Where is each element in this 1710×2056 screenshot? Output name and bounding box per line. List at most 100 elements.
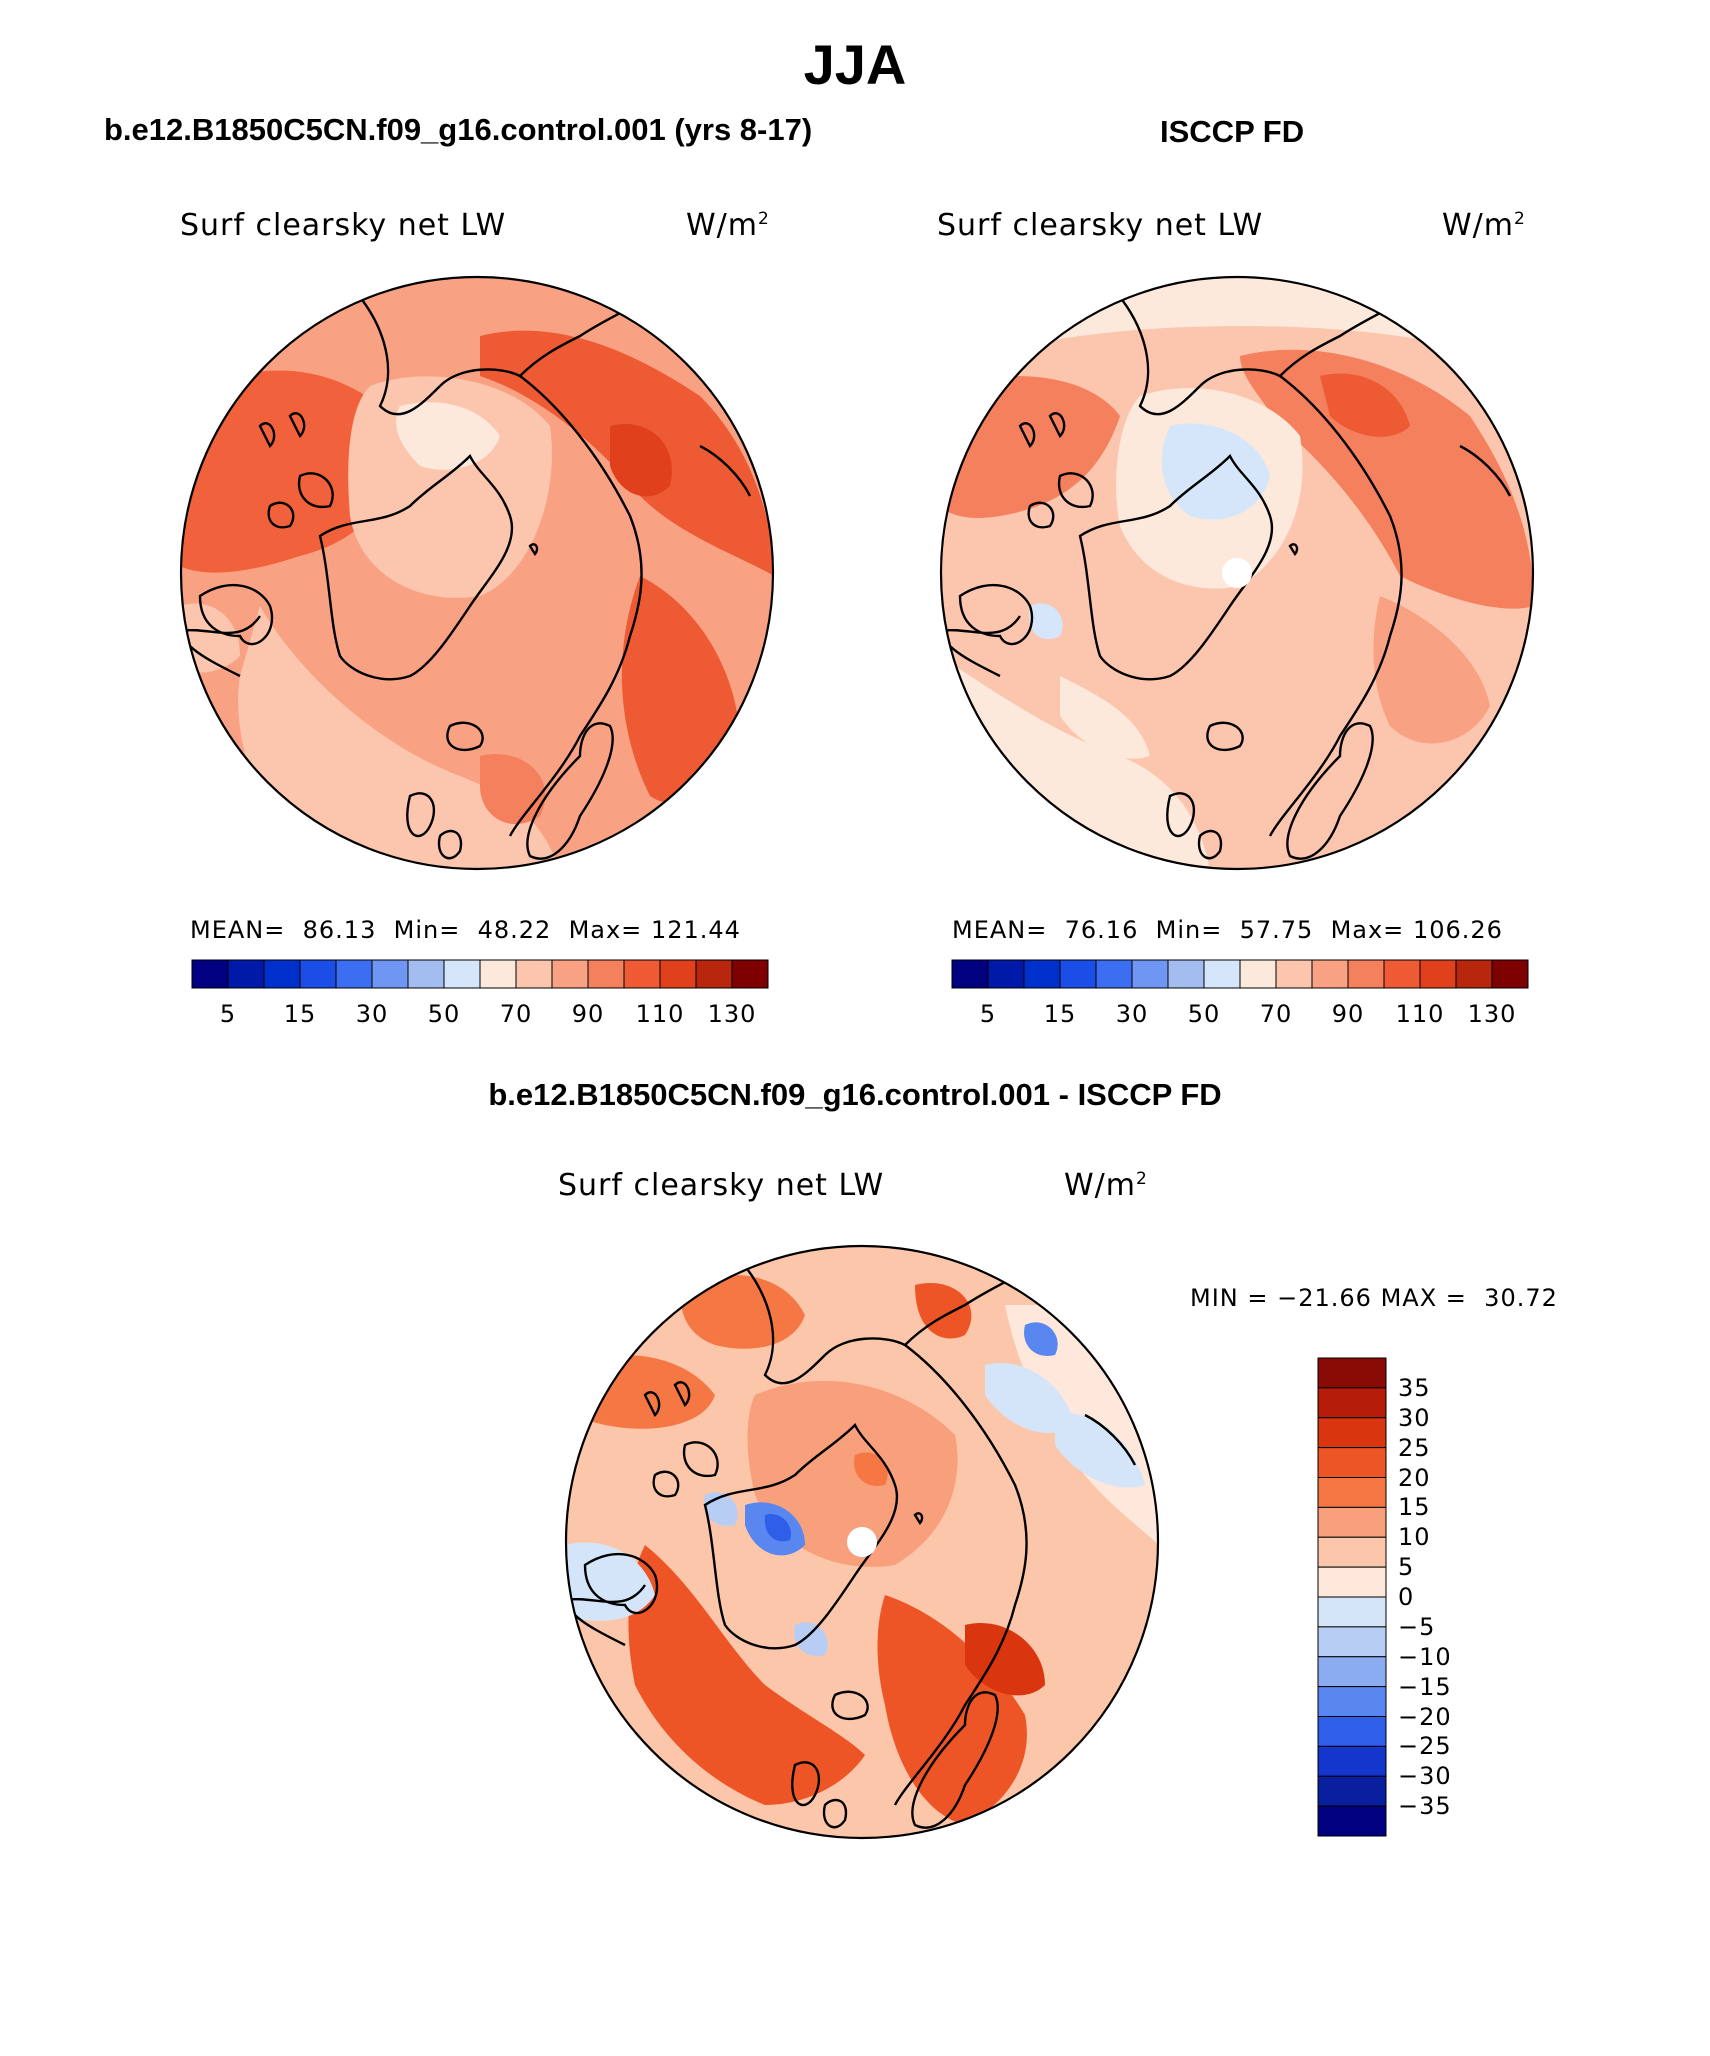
obs-coastlines — [941, 285, 1512, 860]
model-colorbar-box — [407, 959, 445, 989]
diff-minmax: MIN = −21.66 MAX = 30.72 — [1190, 1284, 1558, 1312]
diff-colorbar-tick-label: 35 — [1398, 1373, 1431, 1402]
obs-colorbar-box — [1491, 959, 1529, 989]
diff-colorbar-box — [1317, 1477, 1387, 1508]
model-variable-label: Surf clearsky net LW — [180, 208, 507, 243]
model-colorbar-tick-label: 90 — [571, 1000, 605, 1028]
diff-colorbar-tick-label: 30 — [1398, 1403, 1431, 1432]
diff-pole-hole — [847, 1527, 877, 1557]
model-colorbar-box — [227, 959, 265, 989]
diff-colorbar-box — [1317, 1566, 1387, 1598]
diff-colorbar-box — [1317, 1447, 1387, 1478]
diff-colorbar-tick-label: −15 — [1398, 1672, 1452, 1701]
obs-colorbar-tick-label: 5 — [979, 1000, 997, 1028]
model-colorbar — [191, 959, 769, 989]
diff-colorbar-tick-label: −35 — [1398, 1792, 1452, 1821]
model-colorbar-box — [335, 959, 373, 989]
obs-panel-title: ISCCP FD — [1160, 114, 1305, 149]
difference-panel-title: b.e12.B1850C5CN.f09_g16.control.001 - IS… — [488, 1077, 1222, 1112]
obs-colorbar-box — [951, 959, 989, 989]
obs-colorbar — [951, 959, 1529, 989]
diff-variable-label: Surf clearsky net LW — [558, 1168, 885, 1203]
obs-colorbar-box — [1203, 959, 1241, 989]
model-colorbar-tick-label: 30 — [355, 1000, 389, 1028]
model-polar-map — [179, 275, 775, 871]
model-colorbar-tick-label: 130 — [707, 1000, 757, 1028]
model-colorbar-tick-label: 50 — [427, 1000, 461, 1028]
diff-units-label: W/m2 — [1064, 1168, 1148, 1203]
diff-colorbar-tick-label: 20 — [1398, 1463, 1431, 1492]
obs-variable-label: Surf clearsky net LW — [937, 208, 1264, 243]
model-colorbar-box — [263, 959, 301, 989]
diff-colorbar-tick-label: −5 — [1398, 1612, 1436, 1641]
diff-colorbar-tick-label: −10 — [1398, 1642, 1452, 1671]
model-colorbar-box — [371, 959, 409, 989]
model-colorbar-tick-label: 15 — [283, 1000, 317, 1028]
obs-colorbar-box — [987, 959, 1025, 989]
obs-colorbar-tick-label: 50 — [1187, 1000, 1221, 1028]
diff-colorbar-box — [1317, 1686, 1387, 1717]
diff-colorbar-box — [1317, 1745, 1387, 1777]
model-colorbar-tick-label: 70 — [499, 1000, 533, 1028]
obs-colorbar-box — [1239, 959, 1277, 989]
model-panel-title: b.e12.B1850C5CN.f09_g16.control.001 (yrs… — [104, 112, 813, 147]
diff-colorbar-box — [1317, 1506, 1387, 1538]
diff-colorbar-box — [1317, 1626, 1387, 1658]
obs-colorbar-box — [1455, 959, 1493, 989]
difference-polar-map — [564, 1244, 1160, 1840]
obs-colorbar-tick-label: 90 — [1331, 1000, 1365, 1028]
diff-colorbar-box — [1317, 1716, 1387, 1747]
diff-colorbar-box — [1317, 1357, 1387, 1389]
figure-title: JJA — [803, 33, 907, 96]
diff-colorbar-tick-label: 10 — [1398, 1523, 1431, 1552]
model-colorbar-box — [191, 959, 229, 989]
obs-colorbar-tick-label: 15 — [1043, 1000, 1077, 1028]
diff-colorbar-box — [1317, 1656, 1387, 1688]
obs-colorbar-tick-label: 110 — [1395, 1000, 1445, 1028]
obs-colorbar-box — [1275, 959, 1313, 989]
obs-colorbar-box — [1347, 959, 1385, 989]
obs-colorbar-tick-label: 70 — [1259, 1000, 1293, 1028]
diff-colorbar-tick-label: 15 — [1398, 1493, 1431, 1522]
difference-colorbar — [1317, 1357, 1387, 1837]
obs-colorbar-box — [1023, 959, 1061, 989]
diff-colorbar-box — [1317, 1387, 1387, 1419]
obs-colorbar-box — [1167, 959, 1205, 989]
obs-colorbar-box — [1059, 959, 1097, 989]
diff-colorbar-tick-label: −20 — [1398, 1702, 1452, 1731]
diff-colorbar-tick-label: −25 — [1398, 1732, 1452, 1761]
model-stats: MEAN= 86.13 Min= 48.22 Max= 121.44 — [190, 916, 741, 944]
obs-pole-hole — [1222, 558, 1252, 588]
obs-colorbar-box — [1131, 959, 1169, 989]
obs-units-label: W/m2 — [1442, 208, 1526, 243]
model-colorbar-ticks: 5 15 30 50 70 90 110 130 — [192, 1000, 768, 1030]
obs-colorbar-tick-label: 130 — [1467, 1000, 1517, 1028]
model-units-label: W/m2 — [686, 208, 770, 243]
diff-colorbar-box — [1317, 1417, 1387, 1449]
difference-colorbar-ticks: 35 30 25 20 15 10 5 0 −5 −10 −15 −20 −25 −30 −35 — [1398, 1358, 1478, 1838]
model-colorbar-box — [443, 959, 481, 989]
model-colorbar-box — [551, 959, 589, 989]
obs-colorbar-ticks: 5 15 30 50 70 90 110 130 — [952, 1000, 1528, 1030]
diff-colorbar-box — [1317, 1536, 1387, 1568]
model-colorbar-box — [695, 959, 733, 989]
diff-colorbar-box — [1317, 1596, 1387, 1628]
obs-colorbar-tick-label: 30 — [1115, 1000, 1149, 1028]
obs-colorbar-box — [1095, 959, 1133, 989]
diff-colorbar-box — [1317, 1775, 1387, 1807]
diff-colorbar-tick-label: 25 — [1398, 1433, 1431, 1462]
model-colorbar-box — [623, 959, 661, 989]
diff-colorbar-tick-label: 0 — [1398, 1583, 1415, 1611]
model-colorbar-box — [299, 959, 337, 989]
model-colorbar-tick-label: 110 — [635, 1000, 685, 1028]
obs-colorbar-box — [1419, 959, 1457, 989]
model-colorbar-tick-label: 5 — [219, 1000, 237, 1028]
obs-colorbar-box — [1311, 959, 1349, 989]
model-colorbar-box — [479, 959, 517, 989]
diff-colorbar-box — [1317, 1805, 1387, 1837]
obs-polar-map — [939, 275, 1535, 871]
model-colorbar-box — [587, 959, 625, 989]
model-colorbar-box — [515, 959, 553, 989]
model-colorbar-box — [659, 959, 697, 989]
obs-stats: MEAN= 76.16 Min= 57.75 Max= 106.26 — [952, 916, 1503, 944]
